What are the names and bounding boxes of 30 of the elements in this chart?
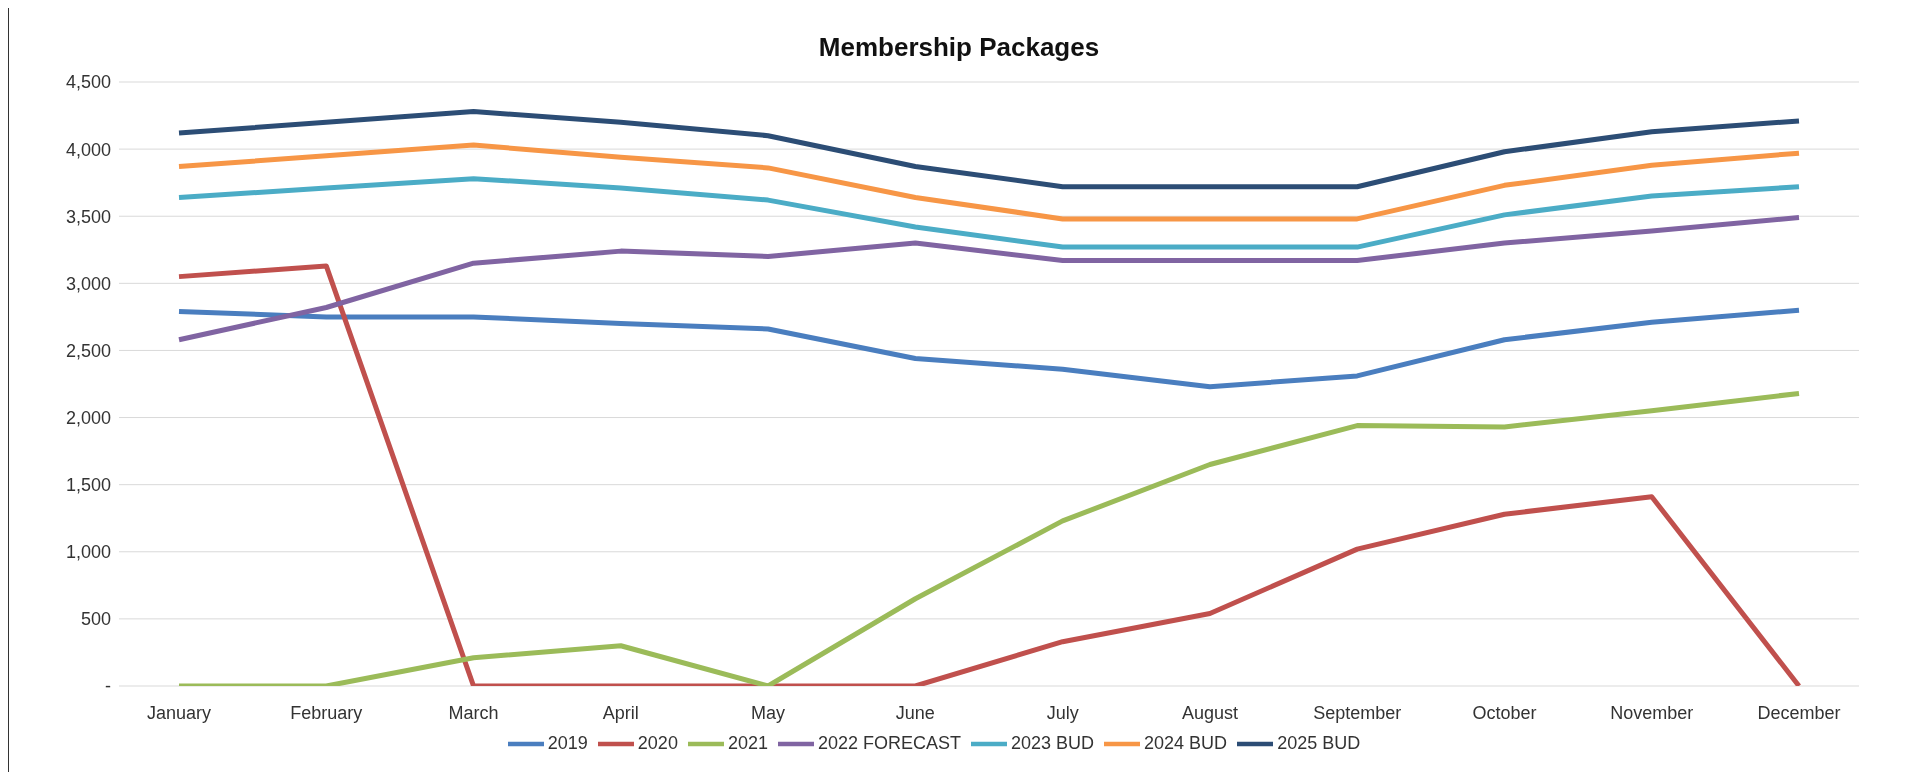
y-tick-label: 4,000 [65,139,111,160]
x-tick-label: January [146,702,212,723]
legend-label: 2019 [547,732,588,753]
x-tick-label: July [1046,702,1079,723]
y-tick-label: 3,500 [65,206,111,227]
x-tick-label: April [602,702,639,723]
chart-title: Membership Packages [817,31,1101,64]
y-tick-label: 1,000 [65,542,111,563]
y-tick-label: 500 [80,609,111,630]
x-tick-label: February [290,702,363,723]
x-tick-label: August [1181,702,1238,723]
x-tick-label: March [448,702,499,723]
y-tick-label: 1,500 [65,475,111,496]
x-tick-label: June [895,702,935,723]
y-tick-label: 2,500 [65,340,111,361]
legend-label: 2020 [637,732,678,753]
y-tick-label: - [105,676,111,697]
legend-label: 2022 FORECAST [817,732,961,753]
legend-label: 2024 BUD [1144,732,1228,753]
x-tick-label: November [1610,702,1694,723]
y-tick-label: 3,000 [65,273,111,294]
x-tick-label: October [1472,702,1537,723]
legend-label: 2021 [727,732,768,753]
y-tick-label: 2,000 [65,407,111,428]
legend-label: 2023 BUD [1011,732,1095,753]
y-tick-label: 4,500 [65,72,111,93]
x-tick-label: May [751,702,786,723]
x-tick-label: September [1313,702,1402,723]
x-tick-label: December [1757,702,1841,723]
legend-label: 2025 BUD [1277,732,1361,753]
